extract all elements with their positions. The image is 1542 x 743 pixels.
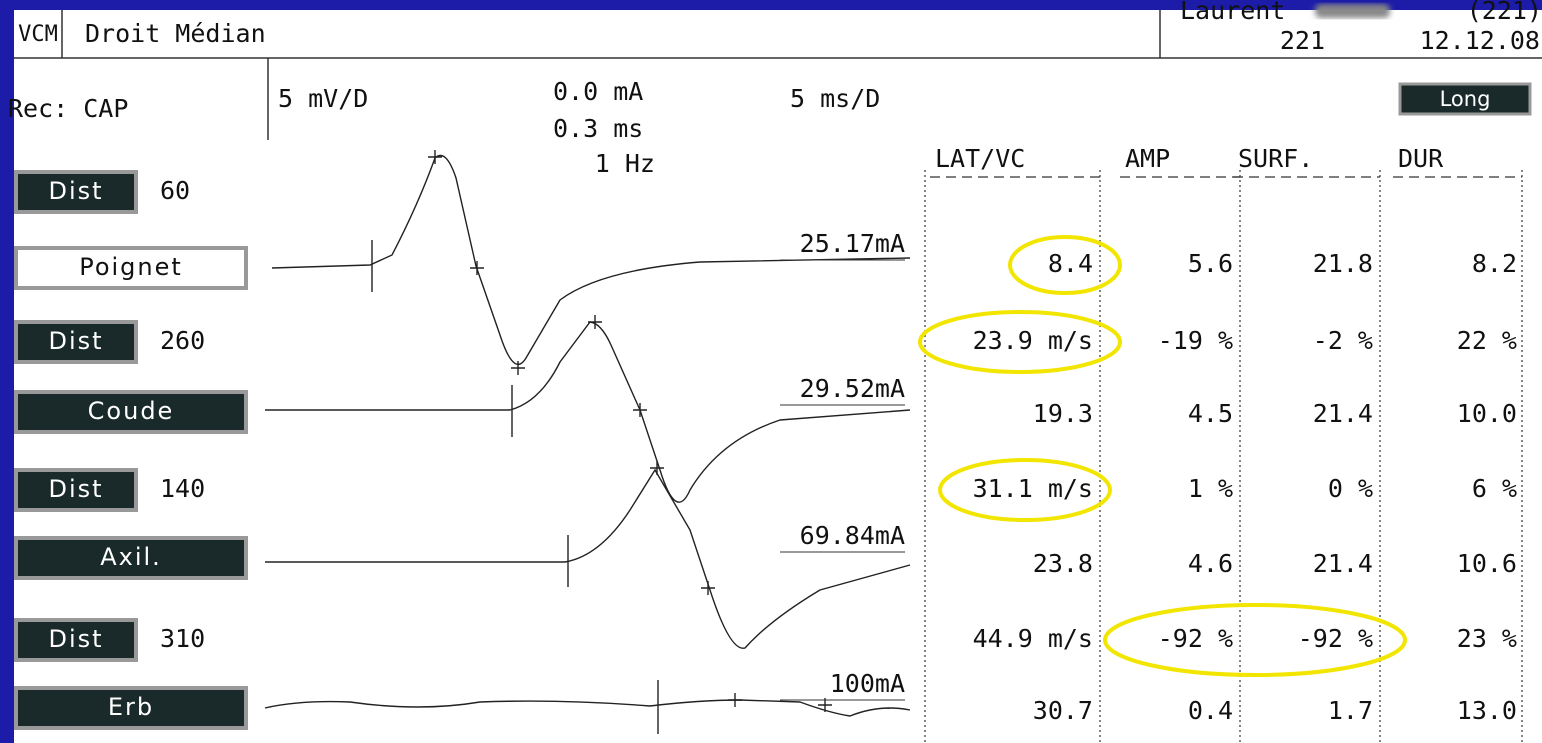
cell: 10.6 <box>1457 549 1517 578</box>
highlight <box>1103 603 1407 677</box>
button-label[interactable]: Erb <box>108 693 154 721</box>
cell: 4.6 <box>1188 549 1233 578</box>
cell: -92 % <box>1298 624 1373 653</box>
button-label[interactable]: Coude <box>88 397 175 425</box>
cell: -2 % <box>1313 326 1373 355</box>
exam-number: 221 <box>1280 26 1325 55</box>
column-header: DUR <box>1398 144 1444 173</box>
distance: 60 <box>160 176 190 205</box>
cell: 4.5 <box>1188 399 1233 428</box>
distance: 260 <box>160 326 205 355</box>
cell: 21.8 <box>1313 249 1373 278</box>
cell: 1 % <box>1188 474 1233 503</box>
highlight <box>1008 235 1122 295</box>
trace <box>265 468 911 649</box>
column-header: AMP <box>1125 144 1170 173</box>
button-label[interactable]: Dist <box>48 475 103 503</box>
button-label[interactable]: Axil. <box>100 543 162 571</box>
button[interactable] <box>14 170 138 214</box>
trace-label: 100mA <box>830 669 905 698</box>
trace-label: 69.84mA <box>800 521 905 550</box>
cell: 19.3 <box>1033 399 1093 428</box>
button[interactable] <box>14 618 138 662</box>
long-button[interactable] <box>1398 82 1532 116</box>
cell: 0.4 <box>1188 696 1233 725</box>
button[interactable] <box>14 468 138 512</box>
cell: 22 % <box>1457 326 1517 355</box>
trace-label: 29.52mA <box>800 374 905 403</box>
trace <box>264 699 911 717</box>
distance: 140 <box>160 474 205 503</box>
cell: 21.4 <box>1313 399 1373 428</box>
nerve: Droit Médian <box>85 19 266 48</box>
trace-label: 25.17mA <box>800 229 905 258</box>
sweep: 5 ms/D <box>790 84 880 113</box>
trace <box>265 321 911 503</box>
button-label[interactable]: Poignet <box>79 253 183 281</box>
button[interactable] <box>14 686 248 730</box>
button-label[interactable]: Dist <box>48 625 103 653</box>
cell: 5.6 <box>1188 249 1233 278</box>
button[interactable] <box>14 390 248 434</box>
button-label[interactable]: Dist <box>48 177 103 205</box>
cell: 30.7 <box>1033 696 1093 725</box>
duration: 0.3 ms <box>553 114 643 143</box>
long-button-label[interactable]: Long <box>1440 87 1491 111</box>
cell: 31.1 m/s <box>973 474 1093 503</box>
frequency: 1 Hz <box>595 149 655 178</box>
cell: 8.4 <box>1048 249 1093 278</box>
column-separators <box>924 170 1523 743</box>
trace <box>271 154 911 365</box>
cell: 44.9 m/s <box>973 624 1093 653</box>
button-label[interactable]: Dist <box>48 327 103 355</box>
distance: 310 <box>160 624 205 653</box>
patient-id: (221) <box>1467 0 1542 25</box>
cell: 8.2 <box>1472 249 1517 278</box>
gain: 5 mV/D <box>278 84 368 113</box>
trace-markers <box>371 150 832 734</box>
cell: 23.9 m/s <box>973 326 1093 355</box>
button[interactable] <box>14 246 248 290</box>
button[interactable] <box>14 536 248 580</box>
cell: -19 % <box>1158 326 1233 355</box>
highlight <box>918 310 1122 374</box>
cell: 23.8 <box>1033 549 1093 578</box>
cell: 0 % <box>1328 474 1373 503</box>
cell: 10.0 <box>1457 399 1517 428</box>
cell: -92 % <box>1158 624 1233 653</box>
patient: Laurent <box>1180 0 1285 25</box>
cell: 21.4 <box>1313 549 1373 578</box>
mode: VCM <box>18 22 58 47</box>
intensity: 0.0 mA <box>553 77 643 106</box>
cell: 13.0 <box>1457 696 1517 725</box>
cell: 1.7 <box>1328 696 1373 725</box>
cell: 6 % <box>1472 474 1517 503</box>
column-header: SURF. <box>1238 144 1313 173</box>
exam-date: 12.12.08 <box>1420 26 1540 55</box>
highlight <box>938 458 1112 522</box>
button[interactable] <box>14 320 138 364</box>
cell: 23 % <box>1457 624 1517 653</box>
blurred-name <box>1315 4 1390 18</box>
recording: Rec: CAP <box>8 94 128 123</box>
column-header: LAT/VC <box>935 144 1025 173</box>
